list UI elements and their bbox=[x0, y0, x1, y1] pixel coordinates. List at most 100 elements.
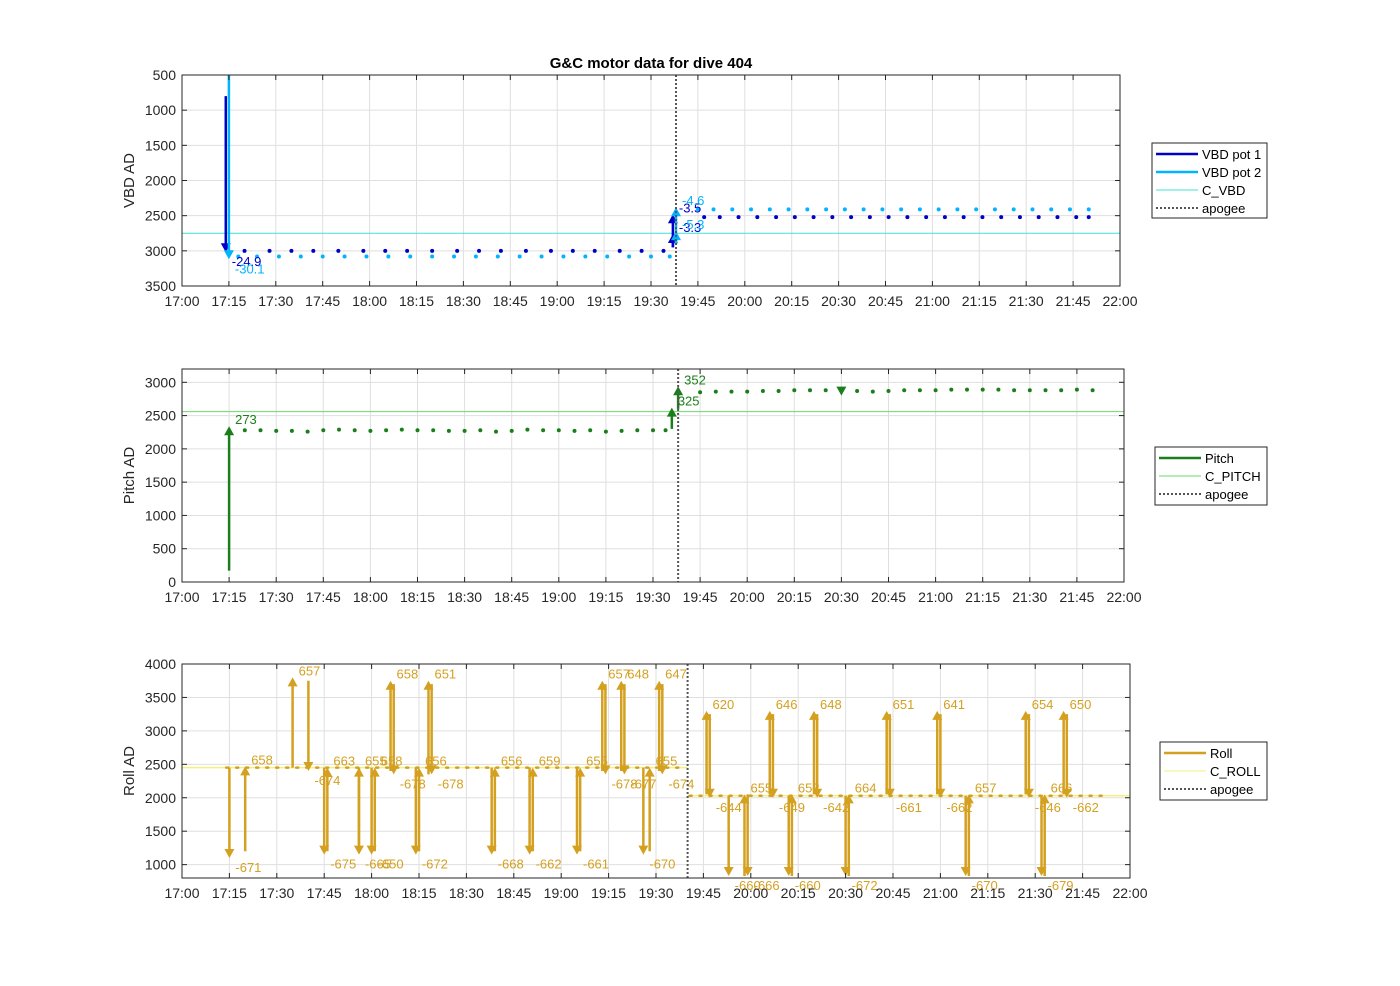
data-point-vbd-pot-1 bbox=[849, 215, 854, 220]
arrow-label: -678 bbox=[400, 776, 426, 791]
motor-move-arrow: -24.9 bbox=[220, 96, 262, 269]
data-point-pitch bbox=[1043, 388, 1048, 393]
x-tick-label: 21:30 bbox=[1018, 885, 1053, 901]
arrow-label: -661 bbox=[583, 857, 609, 872]
data-point-vbd-pot-1 bbox=[455, 248, 460, 253]
x-tick-label: 21:30 bbox=[1009, 293, 1044, 309]
arrow-head bbox=[527, 767, 538, 777]
data-point-pitch bbox=[415, 428, 420, 433]
data-point-vbd-pot-1 bbox=[1036, 215, 1041, 220]
data-point-vbd-pot-2 bbox=[627, 254, 632, 259]
arrow-label: -672 bbox=[422, 857, 448, 872]
data-point-pitch bbox=[745, 389, 750, 394]
x-tick-label: 21:00 bbox=[918, 589, 953, 605]
data-point-vbd-pot-1 bbox=[867, 215, 872, 220]
arrow-label: 620 bbox=[713, 697, 735, 712]
data-point-pitch bbox=[556, 428, 561, 433]
data-point-vbd-pot-2 bbox=[917, 207, 922, 212]
arrow-label: -5.3 bbox=[682, 217, 704, 232]
arrow-label: -672 bbox=[852, 878, 878, 893]
data-point-pitch bbox=[431, 428, 436, 433]
data-point-vbd-pot-2 bbox=[1067, 207, 1072, 212]
data-point-vbd-pot-2 bbox=[276, 254, 281, 259]
chart-panel-3: -671658657-674-675663655-665-650658658-6… bbox=[121, 656, 1268, 901]
arrow-head bbox=[1039, 794, 1050, 804]
chart-title: G&C motor data for dive 404 bbox=[550, 55, 753, 72]
motor-move-arrow: 658 bbox=[240, 752, 273, 852]
x-tick-label: 21:00 bbox=[915, 293, 950, 309]
arrow-head bbox=[414, 767, 424, 777]
data-point-vbd-pot-1 bbox=[311, 248, 316, 253]
x-tick-label: 20:30 bbox=[824, 589, 859, 605]
y-tick-label: 3500 bbox=[145, 689, 176, 705]
data-point-vbd-pot-1 bbox=[1086, 215, 1091, 220]
motor-move-arrow: 641 bbox=[932, 697, 965, 795]
motor-move-arrow: -642 bbox=[812, 714, 849, 815]
motor-move-arrow: 656 bbox=[489, 754, 523, 852]
arrow-label: 650 bbox=[1070, 697, 1092, 712]
motor-move-arrow: -674 bbox=[303, 680, 340, 788]
data-point-pitch bbox=[808, 388, 812, 393]
data-point-vbd-pot-1 bbox=[361, 248, 366, 253]
motor-move-arrow: -650 bbox=[366, 767, 404, 872]
arrow-label: 651 bbox=[434, 667, 456, 682]
legend-label: apogee bbox=[1210, 782, 1253, 797]
legend-label: apogee bbox=[1205, 487, 1248, 502]
x-tick-label: 17:00 bbox=[164, 293, 199, 309]
data-point-pitch bbox=[588, 428, 593, 433]
data-point-pitch bbox=[1027, 388, 1032, 393]
y-tick-label: 1000 bbox=[145, 507, 176, 523]
motor-move-arrow: -671 bbox=[224, 767, 261, 875]
x-tick-label: 21:45 bbox=[1059, 589, 1094, 605]
data-point-vbd-pot-1 bbox=[242, 248, 247, 253]
data-point-vbd-pot-1 bbox=[999, 215, 1004, 220]
data-point-vbd-pot-1 bbox=[267, 248, 272, 253]
arrow-head bbox=[657, 765, 668, 775]
x-tick-label: 18:45 bbox=[496, 885, 531, 901]
data-point-vbd-pot-1 bbox=[405, 248, 410, 253]
arrow-head bbox=[224, 426, 235, 436]
data-point-pitch bbox=[823, 388, 828, 393]
arrow-label: 657 bbox=[299, 663, 321, 678]
x-tick-label: 20:15 bbox=[777, 589, 812, 605]
data-point-vbd-pot-2 bbox=[805, 207, 810, 212]
arrow-head bbox=[963, 794, 974, 804]
y-tick-label: 3000 bbox=[145, 374, 176, 390]
x-tick-label: 18:30 bbox=[449, 885, 484, 901]
data-point-pitch bbox=[478, 428, 483, 433]
x-tick-label: 19:45 bbox=[680, 293, 715, 309]
x-tick-label: 19:00 bbox=[540, 293, 575, 309]
motor-move-arrow: -678 bbox=[426, 684, 464, 791]
y-tick-label: 1000 bbox=[145, 857, 176, 873]
data-point-pitch bbox=[368, 428, 373, 433]
arrow-head bbox=[638, 845, 649, 855]
data-point-vbd-pot-1 bbox=[1074, 215, 1079, 220]
data-point-pitch bbox=[321, 428, 326, 433]
motor-move-arrow: -662 bbox=[1061, 714, 1099, 815]
motor-move-arrow: 658 bbox=[385, 667, 418, 771]
arrow-head bbox=[322, 767, 333, 777]
arrow-label: -665 bbox=[365, 857, 391, 872]
motor-move-arrow: -674 bbox=[657, 684, 694, 791]
arrow-label: 646 bbox=[776, 697, 798, 712]
arrow-label: -642 bbox=[823, 800, 849, 815]
x-tick-label: 20:00 bbox=[733, 885, 768, 901]
motor-move-arrow: -661 bbox=[572, 767, 609, 872]
data-point-vbd-pot-2 bbox=[605, 254, 610, 259]
data-point-pitch bbox=[870, 389, 875, 394]
data-point-vbd-pot-2 bbox=[842, 207, 847, 212]
y-tick-label: 2500 bbox=[145, 208, 176, 224]
arrow-label: 651 bbox=[893, 697, 915, 712]
x-tick-label: 18:45 bbox=[493, 293, 528, 309]
data-point-pitch bbox=[399, 427, 404, 432]
x-tick-label: 20:15 bbox=[781, 885, 816, 901]
motor-move-arrow: 651 bbox=[881, 697, 915, 795]
data-point-pitch bbox=[603, 429, 608, 434]
motor-move-arrow: 658 bbox=[369, 754, 402, 852]
data-point-vbd-pot-2 bbox=[517, 254, 522, 259]
x-tick-label: 20:30 bbox=[821, 293, 856, 309]
arrow-label: 654 bbox=[1032, 697, 1054, 712]
arrow-label: -24.9 bbox=[232, 254, 262, 269]
data-point-pitch bbox=[1074, 387, 1079, 392]
